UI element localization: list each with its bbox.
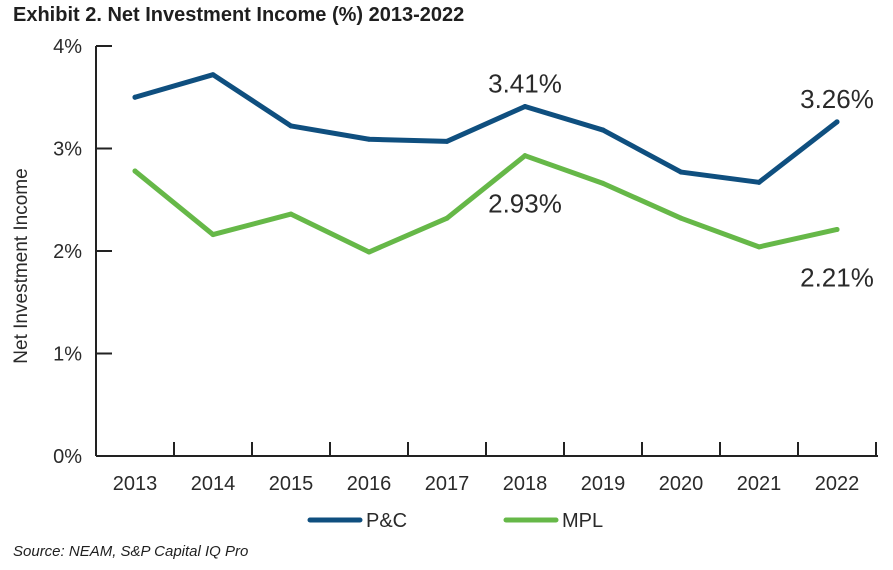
data-point-mpl (834, 226, 840, 232)
x-tick-label: 2021 (737, 473, 782, 495)
x-tick-label: 2022 (815, 473, 860, 495)
data-label: 2.21% (800, 262, 874, 292)
y-tick-label: 0% (53, 446, 82, 468)
data-labels: 3.41% 2.93% 3.26% 2.21% (488, 68, 874, 292)
data-label: 2.93% (488, 189, 562, 219)
x-axis: 2013 2014 2015 2016 2017 2018 2019 2020 2021 2022 (96, 442, 878, 495)
line-chart: 0% 1% 2% 3% 4% Net Investment Income 2013 2014… (11, 36, 878, 532)
x-tick-label: 2018 (503, 473, 548, 495)
data-point-pc (210, 72, 216, 78)
legend-label: P&C (366, 510, 407, 532)
series-line-mpl (132, 153, 840, 255)
data-point-mpl (522, 153, 528, 159)
data-point-mpl (678, 215, 684, 221)
y-tick-label: 3% (53, 139, 82, 161)
data-point-pc (600, 127, 606, 133)
data-point-mpl (132, 168, 138, 174)
y-tick-label: 2% (53, 241, 82, 263)
legend-label: MPL (562, 510, 603, 532)
data-point-pc (366, 136, 372, 142)
x-tick-label: 2019 (581, 473, 626, 495)
y-tick-label: 4% (53, 36, 82, 58)
data-point-mpl (600, 180, 606, 186)
x-tick-label: 2017 (425, 473, 470, 495)
data-point-mpl (756, 244, 762, 250)
x-tick-label: 2020 (659, 473, 704, 495)
data-point-mpl (288, 211, 294, 217)
legend: P&C MPL (307, 510, 603, 532)
data-point-pc (444, 138, 450, 144)
data-point-pc (522, 103, 528, 109)
chart-title: Exhibit 2. Net Investment Income (%) 201… (13, 4, 465, 26)
series-line-pc (132, 72, 840, 185)
data-point-pc (132, 94, 138, 100)
y-axis: 0% 1% 2% 3% 4% Net Investment Income (11, 36, 112, 468)
x-tick-label: 2016 (347, 473, 392, 495)
x-tick-label: 2014 (191, 473, 236, 495)
source-note: Source: NEAM, S&P Capital IQ Pro (13, 543, 249, 560)
data-point-pc (834, 119, 840, 125)
y-tick-label: 1% (53, 344, 82, 366)
data-label: 3.41% (488, 68, 562, 98)
series-lines (132, 72, 840, 255)
data-label: 3.26% (800, 84, 874, 114)
x-tick-label: 2015 (269, 473, 314, 495)
data-point-mpl (210, 232, 216, 238)
data-point-pc (756, 179, 762, 185)
x-tick-label: 2013 (113, 473, 158, 495)
data-point-pc (678, 169, 684, 175)
data-point-pc (288, 123, 294, 129)
data-point-mpl (366, 249, 372, 255)
y-axis-title: Net Investment Income (11, 168, 32, 363)
data-point-mpl (444, 215, 450, 221)
